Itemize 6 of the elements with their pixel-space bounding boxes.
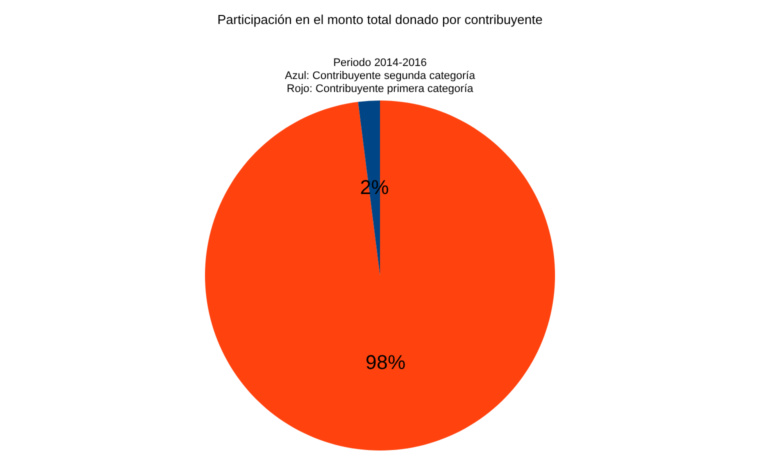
text: Periodo 2014-2016 xyxy=(333,57,427,69)
text: Azul: Contribuyente segunda categoría xyxy=(284,70,476,82)
pie-slice xyxy=(205,100,555,450)
data-label: 98% xyxy=(365,352,406,374)
chart-title: Participación en el monto total donado por contribuyente xyxy=(217,12,543,27)
text: Rojo: Contribuyente primera categoría xyxy=(286,83,474,95)
